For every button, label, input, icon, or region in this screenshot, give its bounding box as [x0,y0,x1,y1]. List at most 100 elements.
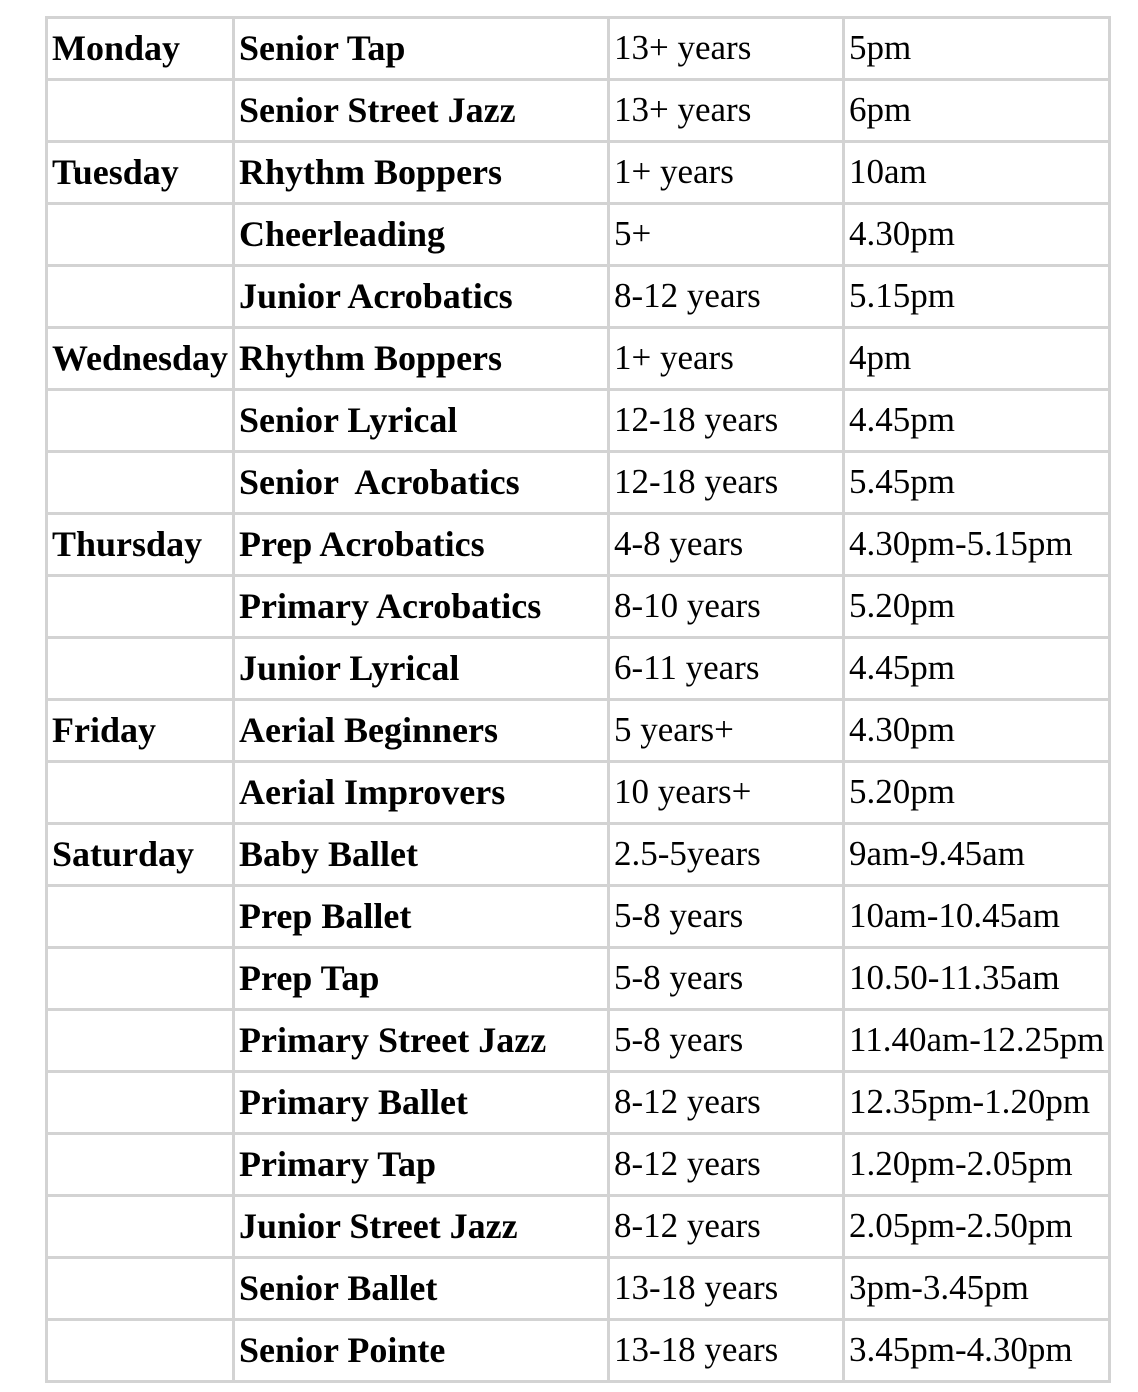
time-cell: 10.50-11.35am [842,946,1111,1011]
class-name-cell: Cheerleading [232,202,610,267]
class-name-cell: Senior Pointe [232,1318,610,1383]
age-range-cell: 10 years+ [607,760,845,825]
class-name-cell: Junior Street Jazz [232,1194,610,1259]
day-cell [45,574,235,639]
age-range-cell: 13+ years [607,78,845,143]
time-cell: 4.30pm-5.15pm [842,512,1111,577]
class-name-cell: Baby Ballet [232,822,610,887]
table-row: Primary Tap 8-12 years 1.20pm-2.05pm [45,1132,1111,1197]
time-cell: 5.15pm [842,264,1111,329]
day-cell: Friday [45,698,235,763]
day-cell [45,636,235,701]
schedule-rows: Monday Senior Tap 13+ years 5pm Senior Stree… [45,16,1111,1383]
day-cell [45,1318,235,1383]
class-name-cell: Senior Street Jazz [232,78,610,143]
day-cell [45,388,235,453]
table-row: Junior Acrobatics 8-12 years 5.15pm [45,264,1111,329]
day-cell: Tuesday [45,140,235,205]
age-range-cell: 5-8 years [607,884,845,949]
table-row: Primary Ballet 8-12 years 12.35pm-1.20pm [45,1070,1111,1135]
table-row: Aerial Improvers 10 years+ 5.20pm [45,760,1111,825]
time-cell: 4.30pm [842,698,1111,763]
table-row: Tuesday Rhythm Boppers 1+ years 10am [45,140,1111,205]
day-cell [45,1256,235,1321]
table-row: Senior Lyrical 12-18 years 4.45pm [45,388,1111,453]
day-cell: Saturday [45,822,235,887]
age-range-cell: 8-10 years [607,574,845,639]
day-cell [45,202,235,267]
age-range-cell: 13-18 years [607,1256,845,1321]
day-cell [45,1194,235,1259]
day-cell: Wednesday [45,326,235,391]
age-range-cell: 8-12 years [607,1132,845,1197]
class-name-cell: Senior Acrobatics [232,450,610,515]
class-name-cell: Senior Tap [232,16,610,81]
time-cell: 4.45pm [842,388,1111,453]
table-row: Prep Tap 5-8 years 10.50-11.35am [45,946,1111,1011]
class-name-cell: Primary Ballet [232,1070,610,1135]
age-range-cell: 4-8 years [607,512,845,577]
age-range-cell: 12-18 years [607,450,845,515]
table-row: Prep Ballet 5-8 years 10am-10.45am [45,884,1111,949]
day-cell: Monday [45,16,235,81]
table-row: Wednesday Rhythm Boppers 1+ years 4pm [45,326,1111,391]
time-cell: 4.30pm [842,202,1111,267]
age-range-cell: 13-18 years [607,1318,845,1383]
class-name-cell: Primary Acrobatics [232,574,610,639]
class-name-cell: Aerial Improvers [232,760,610,825]
day-cell [45,450,235,515]
class-name-cell: Rhythm Boppers [232,326,610,391]
class-name-cell: Junior Acrobatics [232,264,610,329]
day-cell [45,760,235,825]
time-cell: 10am [842,140,1111,205]
day-cell: Thursday [45,512,235,577]
table-row: Senior Ballet 13-18 years 3pm-3.45pm [45,1256,1111,1321]
age-range-cell: 1+ years [607,140,845,205]
time-cell: 4.45pm [842,636,1111,701]
time-cell: 11.40am-12.25pm [842,1008,1111,1073]
day-cell [45,884,235,949]
time-cell: 3pm-3.45pm [842,1256,1111,1321]
table-row: Saturday Baby Ballet 2.5-5years 9am-9.45am [45,822,1111,887]
table-row: Monday Senior Tap 13+ years 5pm [45,16,1111,81]
age-range-cell: 8-12 years [607,264,845,329]
time-cell: 5.20pm [842,574,1111,639]
age-range-cell: 2.5-5years [607,822,845,887]
age-range-cell: 8-12 years [607,1194,845,1259]
day-cell [45,946,235,1011]
table-row: Senior Acrobatics 12-18 years 5.45pm [45,450,1111,515]
time-cell: 4pm [842,326,1111,391]
table-row: Friday Aerial Beginners 5 years+ 4.30pm [45,698,1111,763]
class-name-cell: Primary Tap [232,1132,610,1197]
class-name-cell: Rhythm Boppers [232,140,610,205]
time-cell: 5.20pm [842,760,1111,825]
time-cell: 5.45pm [842,450,1111,515]
day-cell [45,264,235,329]
age-range-cell: 1+ years [607,326,845,391]
time-cell: 1.20pm-2.05pm [842,1132,1111,1197]
day-cell [45,1132,235,1197]
age-range-cell: 5+ [607,202,845,267]
class-name-cell: Senior Ballet [232,1256,610,1321]
table-row: Cheerleading 5+ 4.30pm [45,202,1111,267]
table-row: Thursday Prep Acrobatics 4-8 years 4.30pm-5… [45,512,1111,577]
class-name-cell: Prep Ballet [232,884,610,949]
table-row: Senior Street Jazz 13+ years 6pm [45,78,1111,143]
table-row: Primary Street Jazz 5-8 years 11.40am-12.2… [45,1008,1111,1073]
table-row: Primary Acrobatics 8-10 years 5.20pm [45,574,1111,639]
age-range-cell: 8-12 years [607,1070,845,1135]
day-cell [45,1070,235,1135]
time-cell: 12.35pm-1.20pm [842,1070,1111,1135]
class-name-cell: Junior Lyrical [232,636,610,701]
time-cell: 6pm [842,78,1111,143]
age-range-cell: 12-18 years [607,388,845,453]
day-cell [45,1008,235,1073]
time-cell: 9am-9.45am [842,822,1111,887]
class-name-cell: Senior Lyrical [232,388,610,453]
age-range-cell: 13+ years [607,16,845,81]
day-cell [45,78,235,143]
time-cell: 2.05pm-2.50pm [842,1194,1111,1259]
class-schedule-table: Monday Senior Tap 13+ years 5pm Senior Stree… [45,16,1111,1383]
time-cell: 5pm [842,16,1111,81]
class-name-cell: Aerial Beginners [232,698,610,763]
